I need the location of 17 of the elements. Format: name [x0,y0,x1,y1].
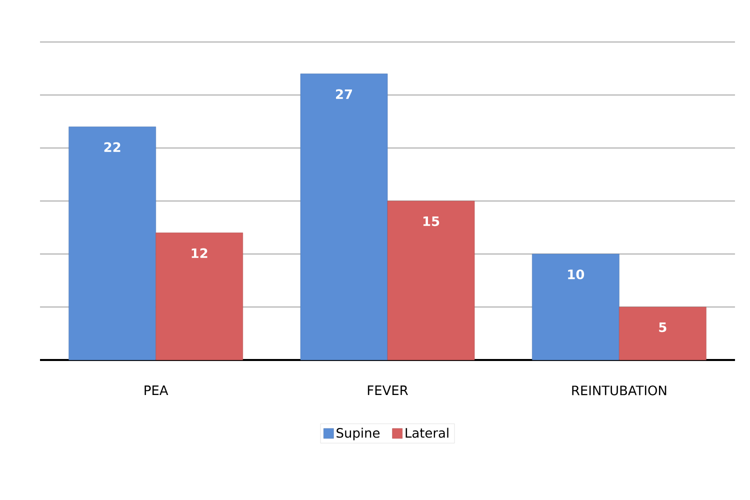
data-label: 10 [568,269,584,280]
data-label: 27 [336,89,352,99]
bar [532,254,620,360]
x-tick-label: REINTUBATION [572,386,666,396]
bar [156,232,243,360]
legend-label: Supine [336,428,380,440]
bar [387,200,475,360]
bar [68,126,156,360]
data-label: 22 [104,142,120,152]
data-label: 15 [423,216,440,226]
x-tick-label: PEA [144,386,168,395]
bar [300,74,388,360]
bar [619,306,706,360]
legend-label: Lateral [406,428,448,438]
x-tick-label: FEVER [368,386,408,395]
data-label: 12 [192,248,208,258]
data-label: 5 [659,322,666,332]
